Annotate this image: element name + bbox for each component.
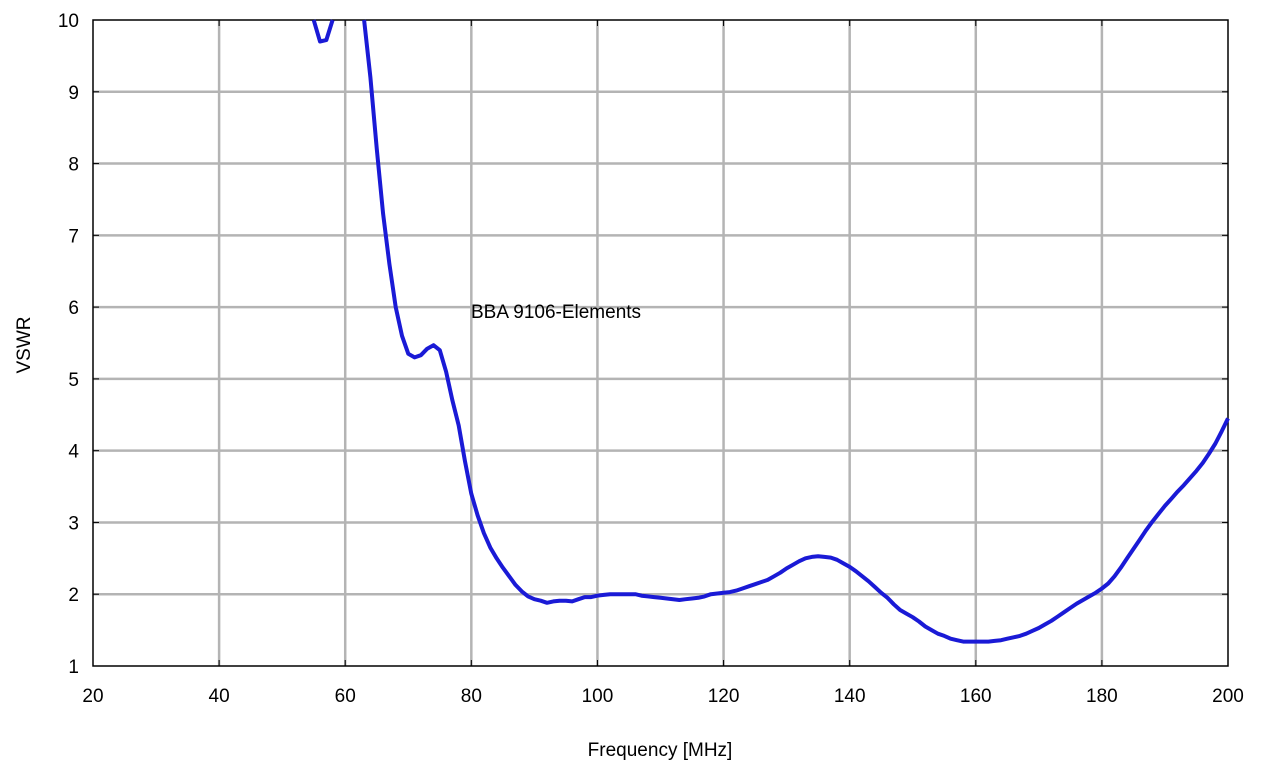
y-tick-label: 8 — [68, 155, 79, 176]
y-axis-title: VSWR — [14, 317, 35, 374]
y-tick-label: 4 — [68, 442, 79, 463]
x-tick-label: 180 — [1086, 686, 1118, 707]
x-tick-label: 100 — [582, 686, 614, 707]
axis-ticks — [92, 19, 1229, 667]
y-tick-label: 5 — [68, 370, 79, 391]
vswr-series-line — [311, 19, 335, 44]
chart-annotation: BBA 9106-Elements — [471, 302, 641, 323]
x-tick-label: 60 — [335, 686, 356, 707]
x-tick-label: 140 — [834, 686, 866, 707]
x-tick-label: 160 — [960, 686, 992, 707]
y-tick-label: 3 — [68, 513, 79, 534]
y-tick-label: 6 — [68, 298, 79, 319]
y-tick-label: 9 — [68, 83, 79, 104]
y-tick-labels: 1 2 3 4 5 6 7 8 9 10 — [58, 11, 80, 678]
x-tick-labels: 20 40 60 80 100 120 140 160 180 200 — [82, 686, 1243, 707]
x-tick-label: 40 — [209, 686, 230, 707]
grid — [93, 20, 1228, 666]
x-tick-label: 80 — [461, 686, 482, 707]
x-tick-label: 200 — [1212, 686, 1244, 707]
y-tick-label: 7 — [68, 226, 79, 247]
y-tick-label: 10 — [58, 11, 79, 32]
plot-frame — [92, 19, 1229, 667]
y-tick-label: 2 — [68, 585, 79, 606]
y-tick-label: 1 — [68, 657, 79, 678]
vswr-series-line — [362, 19, 1230, 644]
x-axis-title: Frequency [MHz] — [588, 740, 733, 761]
x-tick-label: 20 — [82, 686, 103, 707]
x-tick-label: 120 — [708, 686, 740, 707]
series-group — [311, 19, 1230, 644]
